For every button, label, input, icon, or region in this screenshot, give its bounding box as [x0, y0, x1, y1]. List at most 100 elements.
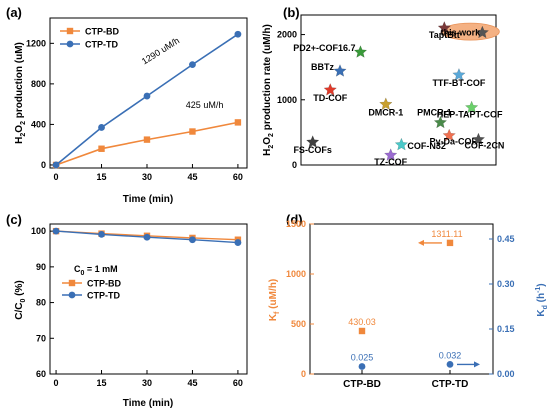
data-point	[52, 227, 60, 235]
data-point	[143, 92, 151, 100]
benchmark-star	[442, 128, 456, 142]
data-point	[98, 145, 105, 152]
y-tick-label: 0	[41, 160, 46, 170]
x-tick-label: 60	[233, 378, 243, 388]
y-right-tick-label: 0.00	[497, 369, 515, 379]
kf-point	[446, 239, 454, 247]
kd-point	[358, 363, 366, 370]
benchmark-star	[464, 100, 479, 114]
benchmark-label: PMCR-1	[417, 108, 452, 118]
x-tick-label: 45	[187, 378, 197, 388]
kf-value-label: 430.03	[348, 317, 376, 327]
benchmark-label: this work	[441, 28, 482, 38]
category-label: CTP-BD	[343, 379, 381, 390]
panel-d-ylabel-right: Kd (h-1)	[535, 283, 549, 316]
benchmark-star	[437, 20, 452, 34]
kd-axis-arrowhead	[474, 361, 480, 368]
y-tick-label: 2000	[277, 30, 297, 40]
benchmark-label: TTF-BT-COF	[432, 78, 485, 88]
benchmark-star	[475, 25, 490, 39]
legend-marker	[66, 27, 74, 35]
panel-d: (d) 0 500 1000 1500 0.00 0.15 0.30 0.45 CTP-BD CT…	[268, 212, 549, 390]
x-tick-label: 45	[187, 172, 197, 182]
panel-a-frame	[49, 17, 248, 169]
kf-point	[358, 327, 366, 335]
panel-a: (a) 0 15 30 45 60 0 400 800 1200 CTP-BD CTP-TD 1290…	[6, 5, 248, 205]
y-left-tick-label: 500	[291, 319, 306, 329]
legend-label: CTP-TD	[87, 291, 120, 301]
benchmark-label: TaptBtt	[429, 30, 460, 40]
panel-c-plot: 0 15 30 45 60 60 70 80 90 100 CTP-BD CTP-TD	[31, 226, 243, 388]
benchmark-star	[471, 132, 486, 146]
data-point	[98, 124, 105, 131]
data-point	[143, 233, 151, 241]
y-right-tick-label: 0.15	[497, 324, 515, 334]
panel-a-label: (a)	[6, 5, 22, 20]
kd-point	[446, 361, 454, 368]
kd-value-label: 0.032	[439, 350, 462, 360]
panel-c: (c) 0 15 30 45 60 60 70 80 90 100 CTP-BD CTP-TD Tim…	[6, 212, 248, 409]
y-tick-label: 60	[36, 369, 46, 379]
kf-value-label: 1311.11	[431, 229, 462, 239]
data-point	[234, 239, 242, 246]
y-tick-label: 70	[36, 333, 46, 343]
y-tick-label: 1000	[277, 95, 297, 105]
benchmark-label: Py-Da-COF	[429, 137, 477, 147]
benchmark-label: COF-2CN	[464, 141, 504, 151]
benchmark-star	[323, 82, 338, 96]
legend-marker	[68, 279, 76, 287]
category-label: CTP-TD	[432, 379, 469, 390]
y-tick-label: 90	[36, 262, 46, 272]
data-point	[189, 236, 196, 244]
data-point	[143, 136, 151, 143]
kf-axis-arrowhead	[418, 239, 424, 246]
benchmark-star	[433, 115, 448, 129]
x-tick-label: 30	[142, 378, 152, 388]
x-tick-label: 15	[97, 172, 107, 182]
y-tick-label: 1200	[26, 38, 46, 48]
benchmark-star	[379, 97, 393, 111]
y-right-tick-label: 0.45	[497, 234, 515, 244]
panel-c-frame	[49, 223, 248, 375]
data-point	[52, 161, 60, 169]
benchmark-star	[353, 45, 368, 58]
data-point	[98, 230, 105, 238]
legend-label: CTP-BD	[85, 27, 119, 37]
rate-annotation: 1290 uM/h	[140, 35, 181, 66]
benchmark-star	[452, 67, 466, 81]
legend-marker	[68, 291, 76, 299]
x-tick-label: 0	[54, 378, 59, 388]
legend-label: CTP-TD	[85, 40, 118, 50]
panel-c-ylabel: C/C0 (%)	[14, 280, 27, 319]
x-tick-label: 30	[142, 172, 152, 182]
y-left-tick-label: 0	[301, 369, 306, 379]
series-line-ctp-bd	[55, 121, 239, 166]
benchmark-label: BBTz	[311, 62, 334, 72]
y-tick-label: 400	[31, 119, 46, 129]
data-point	[234, 119, 242, 126]
panel-c-condition: C0 = 1 mM	[74, 264, 118, 277]
benchmark-label: COF-N32	[407, 141, 446, 151]
y-tick-label: 0	[292, 160, 297, 170]
x-tick-label: 60	[233, 172, 243, 182]
panel-d-plot: 0 500 1000 1500 0.00 0.15 0.30 0.45 CTP-BD CTP-TD…	[286, 219, 515, 390]
panel-b-frame	[300, 14, 497, 166]
y-tick-label: 800	[31, 79, 46, 89]
benchmark-label: DMCR-1	[368, 107, 403, 117]
benchmark-label: TZ-COF	[374, 157, 407, 167]
data-point	[234, 30, 242, 38]
y-left-tick-label: 1000	[286, 269, 306, 279]
data-point	[189, 128, 196, 135]
legend-marker	[66, 40, 74, 48]
panel-b-label: (b)	[283, 5, 300, 20]
kd-value-label: 0.025	[351, 353, 374, 363]
y-left-tick-label: 1500	[286, 219, 306, 229]
y-tick-label: 80	[36, 298, 46, 308]
legend-label: CTP-BD	[87, 279, 121, 289]
data-point	[189, 61, 196, 69]
x-tick-label: 0	[54, 172, 59, 182]
benchmark-star	[333, 63, 347, 77]
x-tick-label: 15	[97, 378, 107, 388]
